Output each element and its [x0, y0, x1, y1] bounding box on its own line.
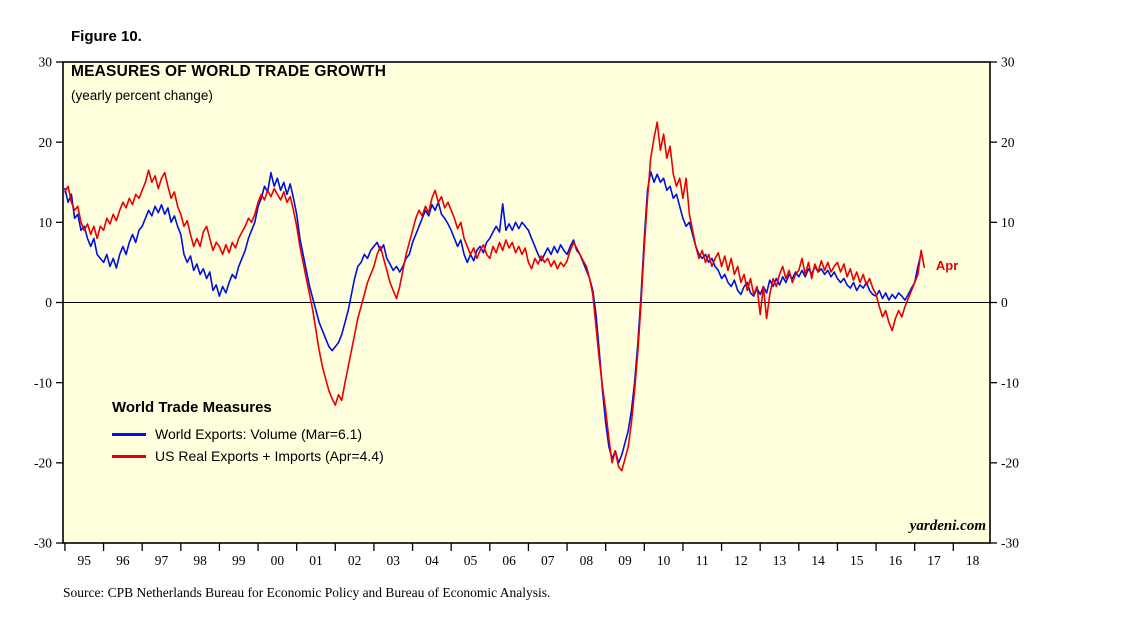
x-axis-label: 97 — [155, 553, 169, 568]
legend-item-world-exports: World Exports: Volume (Mar=6.1) — [112, 423, 384, 445]
y-axis-label-left: -30 — [34, 536, 52, 551]
y-axis-label-left: -20 — [34, 456, 52, 471]
figure-label: Figure 10. — [71, 28, 142, 45]
x-axis-label: 11 — [696, 553, 709, 568]
x-axis-label: 96 — [116, 553, 130, 568]
x-axis-label: 99 — [232, 553, 246, 568]
y-axis-label-left: 0 — [45, 295, 52, 310]
y-axis-label-left: 20 — [39, 135, 53, 150]
y-axis-label-right: -10 — [1001, 375, 1019, 390]
x-axis-label: 12 — [734, 553, 748, 568]
x-axis-label: 00 — [271, 553, 285, 568]
x-axis-label: 18 — [966, 553, 980, 568]
x-axis-label: 98 — [193, 553, 207, 568]
chart-subtitle: (yearly percent change) — [71, 88, 213, 103]
legend: World Trade Measures World Exports: Volu… — [112, 399, 384, 467]
y-axis-label-left: 10 — [39, 215, 53, 230]
y-axis-label-right: 0 — [1001, 295, 1008, 310]
blue-line-swatch — [112, 432, 146, 436]
y-axis-label-left: -10 — [34, 375, 52, 390]
x-axis-label: 95 — [77, 553, 91, 568]
chart-title: MEASURES OF WORLD TRADE GROWTH — [71, 63, 387, 80]
x-axis-label: 17 — [927, 553, 941, 568]
x-axis-label: 15 — [850, 553, 864, 568]
x-axis-label: 02 — [348, 553, 362, 568]
y-axis-label-left: 30 — [39, 55, 53, 70]
x-axis-label: 09 — [618, 553, 632, 568]
x-axis-label: 04 — [425, 553, 439, 568]
legend-title: World Trade Measures — [112, 399, 272, 416]
x-axis-label: 16 — [889, 553, 903, 568]
y-axis-label-right: 20 — [1001, 135, 1015, 150]
y-axis-label-right: 10 — [1001, 215, 1015, 230]
x-axis-label: 06 — [502, 553, 516, 568]
x-axis-label: 05 — [464, 553, 478, 568]
us-trade-line — [64, 121, 926, 472]
source-note: Source: CPB Netherlands Bureau for Econo… — [63, 585, 551, 600]
x-axis-label: 14 — [811, 553, 825, 568]
y-axis-label-right: -20 — [1001, 456, 1019, 471]
x-axis-label: 08 — [580, 553, 594, 568]
y-axis-label-right: 30 — [1001, 55, 1015, 70]
legend-label: World Exports: Volume (Mar=6.1) — [155, 426, 363, 442]
world-exports-line — [64, 171, 922, 464]
legend-item-us-trade: US Real Exports + Imports (Apr=4.4) — [112, 445, 384, 467]
x-axis-label: 03 — [386, 553, 400, 568]
apr-annotation: Apr — [935, 257, 959, 273]
y-axis-label-right: -30 — [1001, 536, 1019, 551]
x-axis-label: 10 — [657, 553, 671, 568]
x-axis-label: 13 — [773, 553, 787, 568]
x-axis-label: 07 — [541, 553, 555, 568]
red-line-swatch — [112, 454, 146, 458]
watermark: yardeni.com — [909, 518, 986, 534]
x-axis-label: 01 — [309, 553, 323, 568]
legend-label: US Real Exports + Imports (Apr=4.4) — [155, 448, 384, 464]
